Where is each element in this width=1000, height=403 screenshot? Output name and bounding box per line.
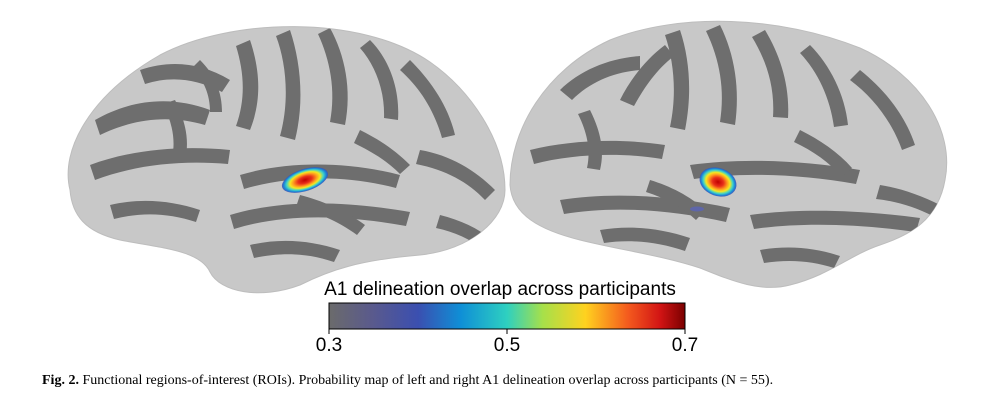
left-a1-overlap (281, 167, 329, 193)
colorbar-title: A1 delineation overlap across participan… (324, 279, 676, 300)
figure-caption-text: Functional regions-of-interest (ROIs). P… (82, 373, 774, 388)
right-sulci (530, 25, 940, 268)
colorbar-tick-label-max: 0.7 (671, 335, 699, 356)
right-a1-overlap (699, 167, 737, 197)
right-minor-overlap (690, 206, 704, 212)
figure-caption: Fig. 2. Functional regions-of-interest (… (42, 373, 982, 389)
left-hemisphere (67, 26, 506, 294)
colorbar-tick-label-mid: 0.5 (493, 335, 521, 356)
colorbar-tick-label-min: 0.3 (315, 335, 343, 356)
figure-caption-label: Fig. 2. (42, 373, 79, 388)
colorbar (328, 302, 686, 330)
left-sulci (90, 28, 495, 262)
right-hemisphere (509, 20, 948, 288)
